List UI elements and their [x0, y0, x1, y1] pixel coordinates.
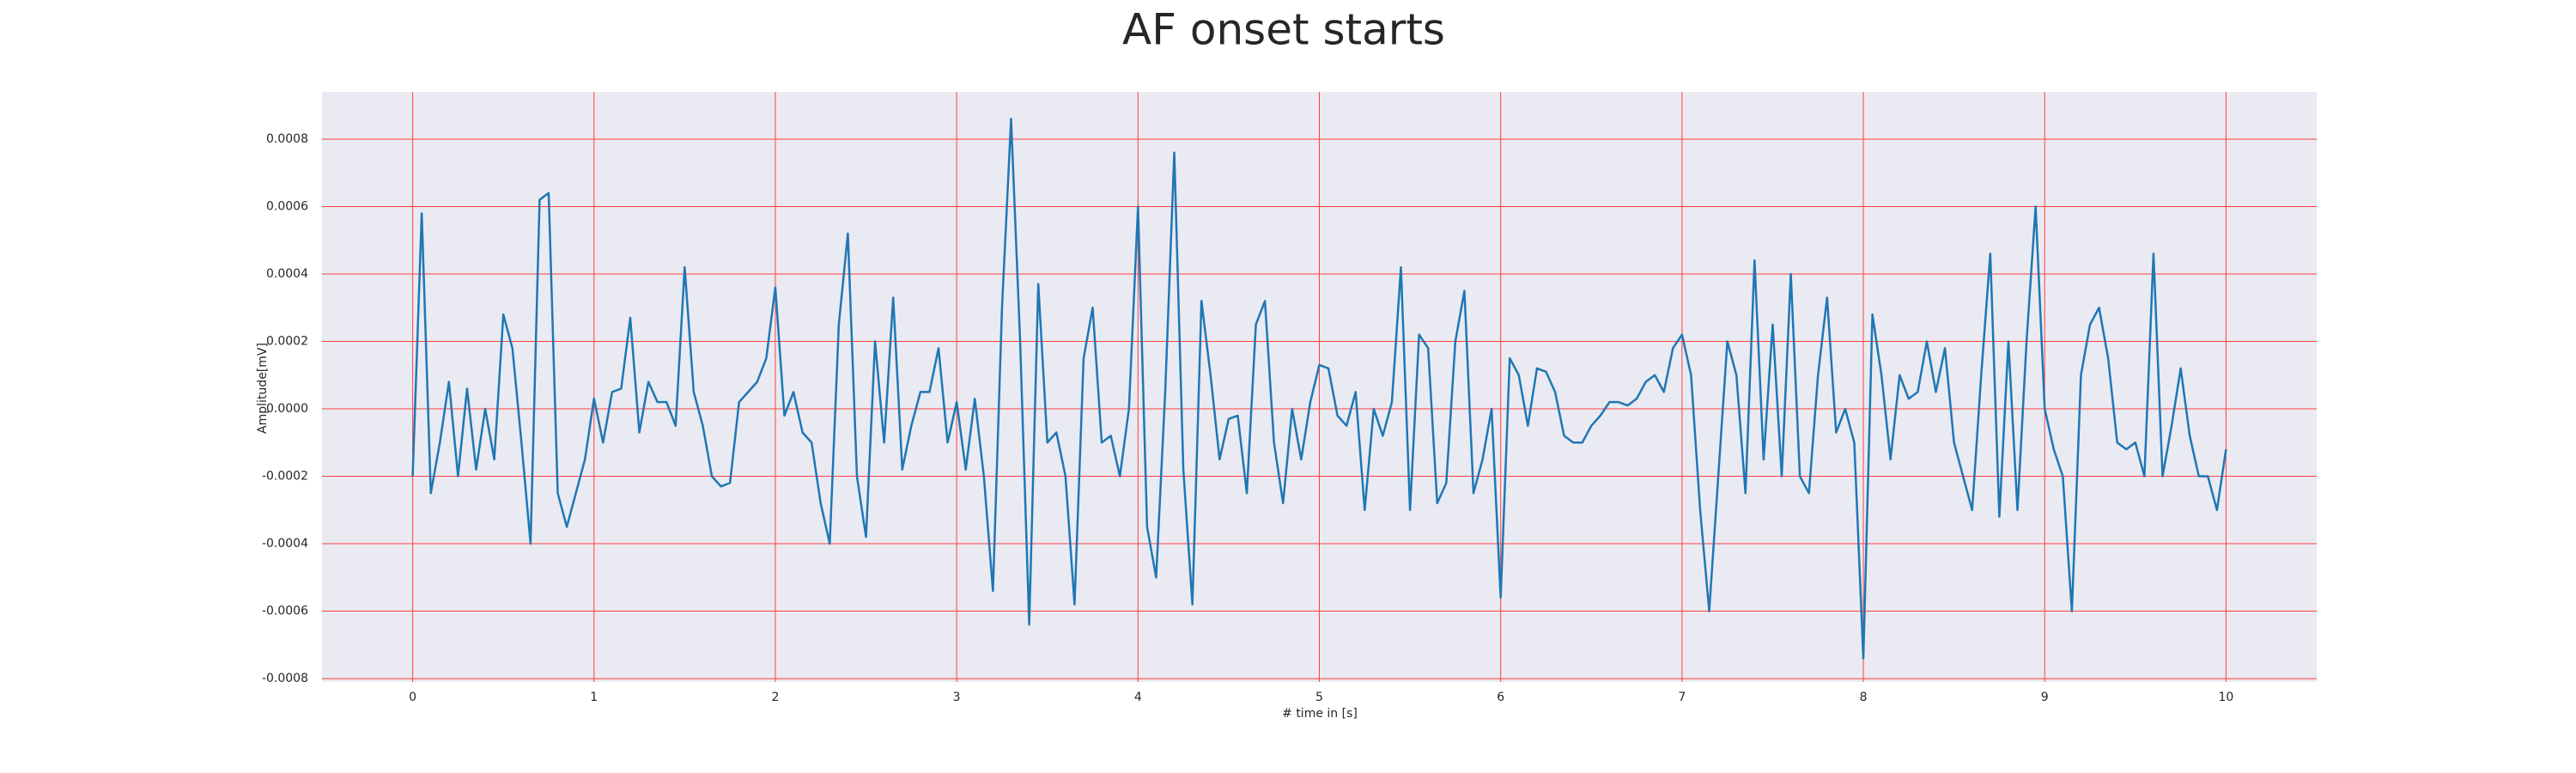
x-tick-label: 3	[953, 691, 961, 704]
y-tick-label: -0.0006	[262, 605, 308, 618]
signal-line	[411, 118, 2227, 660]
y-tick-label: 0.0002	[266, 335, 308, 349]
x-tick-label: 4	[1134, 691, 1142, 704]
x-tick-label: 2	[771, 691, 779, 704]
y-tick-label: -0.0008	[262, 672, 308, 685]
x-tick-label: 6	[1497, 691, 1504, 704]
x-tick-label: 10	[2218, 691, 2233, 704]
y-tick-label: 0.0000	[266, 402, 308, 416]
x-tick-label: 9	[2041, 691, 2049, 704]
y-tick-label: -0.0002	[262, 470, 308, 484]
chart-title: AF onset starts	[1122, 5, 1445, 55]
y-tick-label: -0.0004	[262, 537, 308, 551]
y-tick-label: 0.0004	[266, 267, 308, 281]
y-axis-label: Amplitude[mV]	[256, 343, 270, 434]
x-tick-label: 1	[590, 691, 598, 704]
x-tick-label: 0	[409, 691, 416, 704]
x-tick-label: 8	[1860, 691, 1868, 704]
y-tick-label: 0.0006	[266, 199, 308, 213]
x-axis-label: # time in [s]	[1282, 707, 1358, 721]
x-tick-label: 5	[1315, 691, 1323, 704]
y-tick-label: 0.0008	[266, 132, 308, 146]
x-tick-label: 7	[1678, 691, 1686, 704]
